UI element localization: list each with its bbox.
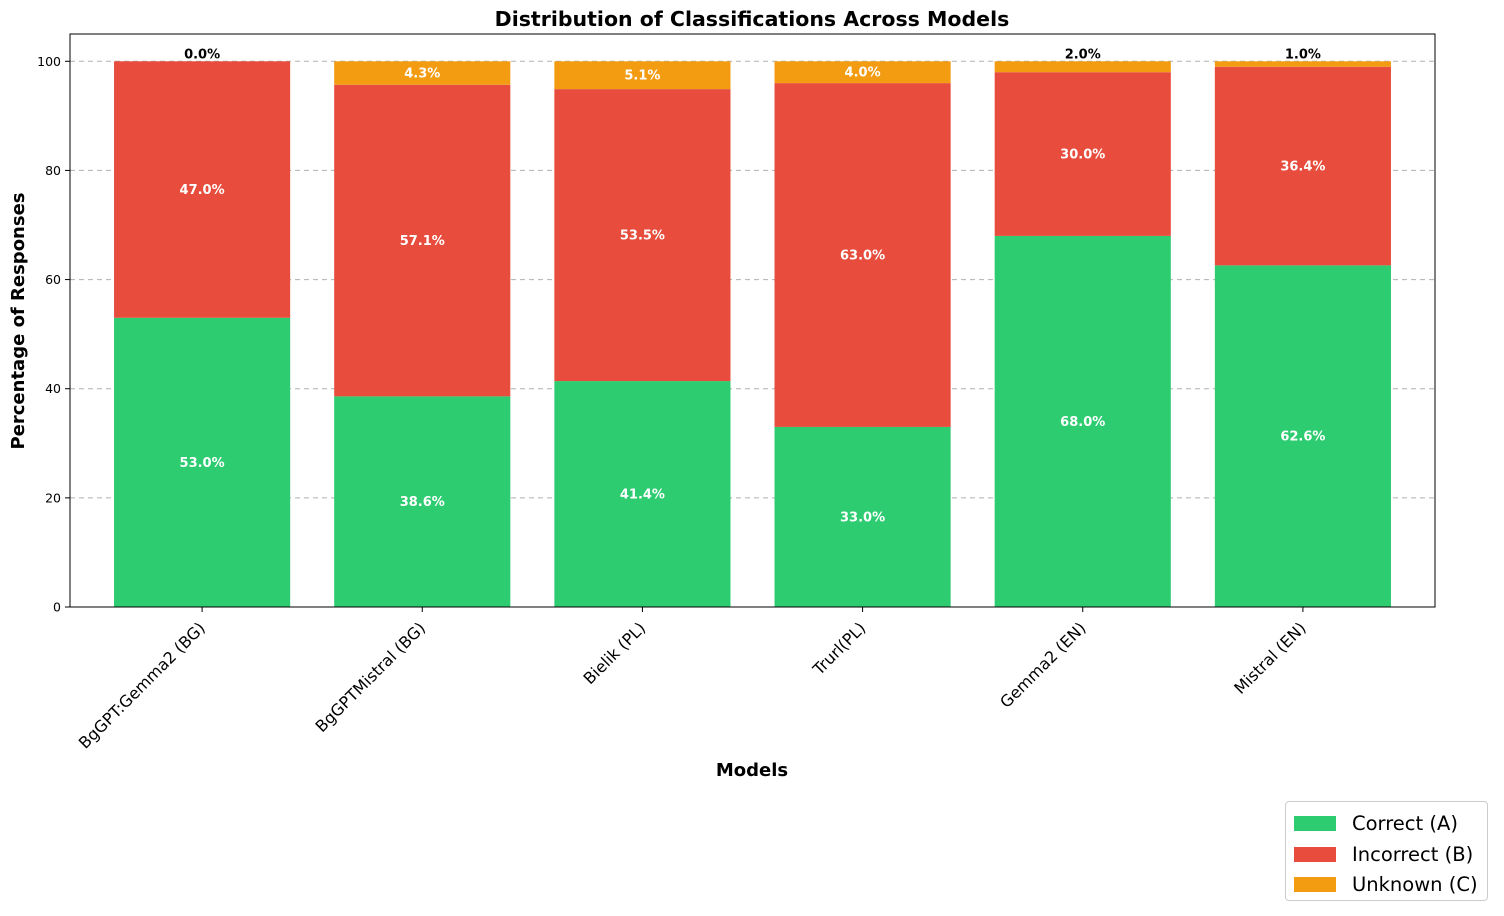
- data-label: 53.0%: [180, 456, 225, 471]
- bar-segment-correct: [1214, 265, 1391, 607]
- bar-segment-incorrect: [994, 72, 1171, 236]
- data-label: 38.6%: [400, 495, 445, 510]
- grid-lines: [70, 60, 1435, 499]
- bar-segment-incorrect: [1214, 66, 1391, 266]
- bar-segment-correct: [334, 396, 511, 607]
- bar-segment-incorrect: [334, 84, 511, 397]
- x-tick-label: BgGPT:Gemma2 (BG): [75, 618, 209, 752]
- bar-segment-incorrect: [554, 89, 731, 382]
- x-tick-label: Bielik (PL): [580, 618, 650, 688]
- x-tick-label: Mistral (EN): [1230, 618, 1309, 697]
- y-tick-label: 40: [45, 381, 61, 396]
- legend-item-correct: Correct (A): [1294, 809, 1458, 837]
- legend-swatch-unknown: [1294, 876, 1336, 892]
- data-label: 5.1%: [624, 69, 660, 84]
- legend-swatch-correct: [1294, 815, 1336, 831]
- x-tick-label: Gemma2 (EN): [996, 618, 1089, 711]
- chart-title: Distribution of Classifications Across M…: [495, 7, 1010, 31]
- y-tick-label: 60: [45, 272, 61, 287]
- bar-segment-unknown: [994, 61, 1171, 73]
- bar-segment-unknown: [1214, 61, 1391, 67]
- x-axis-label: Models: [716, 760, 788, 781]
- legend-label-incorrect: Incorrect (B): [1352, 842, 1474, 866]
- bar-segment-unknown: [554, 61, 731, 90]
- data-label: 2.0%: [1065, 47, 1101, 62]
- legend-label-correct: Correct (A): [1352, 811, 1458, 835]
- data-label: 33.0%: [840, 510, 885, 525]
- y-tick-label: 0: [53, 600, 61, 615]
- data-label: 4.0%: [845, 66, 881, 81]
- bar-segment-correct: [554, 381, 731, 607]
- y-axis-label: Percentage of Responses: [8, 192, 29, 449]
- x-tick-label: BgGPTMistral (BG): [311, 618, 429, 736]
- legend-label-unknown: Unknown (C): [1352, 872, 1478, 896]
- data-label: 53.5%: [620, 229, 665, 244]
- bar-segment-correct: [994, 235, 1171, 607]
- y-tick-label: 80: [45, 163, 61, 178]
- data-label: 30.0%: [1060, 148, 1105, 163]
- bar-segment-correct: [774, 426, 951, 607]
- x-tick-label: Trurl(PL): [808, 618, 869, 679]
- bar-segment-incorrect: [114, 61, 291, 318]
- bar-segment-incorrect: [774, 83, 951, 427]
- y-tick-label: 20: [45, 490, 61, 505]
- data-label: 4.3%: [404, 67, 440, 82]
- data-label: 68.0%: [1060, 415, 1105, 430]
- bar-segment-correct: [114, 317, 291, 607]
- legend: Correct (A) Incorrect (B) Unknown (C): [1285, 801, 1488, 901]
- x-axis: BgGPT:Gemma2 (BG) BgGPTMistral (BG) Bielik…: [75, 607, 1310, 753]
- y-tick-label: 100: [37, 54, 61, 69]
- bars: [114, 61, 1391, 607]
- plot-frame: [69, 33, 1436, 608]
- legend-item-unknown: Unknown (C): [1294, 870, 1478, 898]
- bar-segment-unknown: [334, 61, 511, 85]
- data-label: 57.1%: [400, 234, 445, 249]
- data-label: 1.0%: [1285, 47, 1321, 62]
- data-label: 47.0%: [180, 183, 225, 198]
- data-label: 36.4%: [1280, 160, 1325, 175]
- data-label: 63.0%: [840, 249, 885, 264]
- legend-item-incorrect: Incorrect (B): [1294, 840, 1473, 868]
- legend-swatch-incorrect: [1294, 846, 1336, 862]
- data-labels: 53.0% 47.0% 0.0% 38.6% 57.1% 4.3% 41.4% 53.5% 5.…: [180, 47, 1326, 525]
- data-label: 62.6%: [1280, 430, 1325, 445]
- bar-segment-unknown: [774, 61, 951, 84]
- y-axis: 0 20 40 60 80 100: [37, 54, 70, 615]
- data-label: 41.4%: [620, 488, 665, 503]
- data-label: 0.0%: [184, 47, 220, 62]
